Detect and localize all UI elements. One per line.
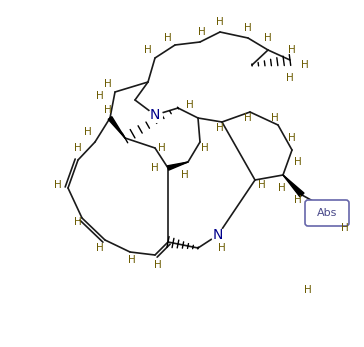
Text: H: H — [181, 170, 189, 180]
Text: H: H — [301, 60, 309, 70]
Text: H: H — [294, 195, 302, 205]
Text: H: H — [216, 17, 224, 27]
Text: H: H — [54, 180, 62, 190]
Text: H: H — [201, 143, 209, 153]
Text: H: H — [144, 45, 152, 55]
Text: H: H — [218, 243, 226, 253]
Text: H: H — [164, 33, 172, 43]
Text: H: H — [341, 223, 349, 233]
Text: H: H — [244, 113, 252, 123]
Text: H: H — [286, 73, 294, 83]
Text: H: H — [288, 133, 296, 143]
Text: H: H — [271, 113, 279, 123]
Text: H: H — [198, 27, 206, 37]
Text: Abs: Abs — [317, 208, 337, 218]
Text: H: H — [128, 255, 136, 265]
Polygon shape — [283, 175, 304, 197]
FancyBboxPatch shape — [305, 200, 349, 226]
Text: H: H — [186, 100, 194, 110]
Text: H: H — [154, 260, 162, 270]
Polygon shape — [108, 117, 125, 138]
Text: H: H — [104, 105, 112, 115]
Text: H: H — [294, 157, 302, 167]
Text: H: H — [74, 143, 82, 153]
Text: H: H — [84, 127, 92, 137]
Text: H: H — [104, 79, 112, 89]
Text: H: H — [74, 217, 82, 227]
Text: H: H — [216, 123, 224, 133]
Text: H: H — [258, 180, 266, 190]
Text: H: H — [288, 45, 296, 55]
Text: H: H — [96, 91, 104, 101]
Text: H: H — [151, 163, 159, 173]
Text: N: N — [150, 108, 160, 122]
Text: H: H — [96, 243, 104, 253]
Text: H: H — [244, 23, 252, 33]
Text: H: H — [264, 33, 272, 43]
Polygon shape — [167, 162, 188, 170]
Text: N: N — [213, 228, 223, 242]
Text: H: H — [278, 183, 286, 193]
Text: H: H — [304, 285, 312, 295]
Text: H: H — [158, 143, 166, 153]
